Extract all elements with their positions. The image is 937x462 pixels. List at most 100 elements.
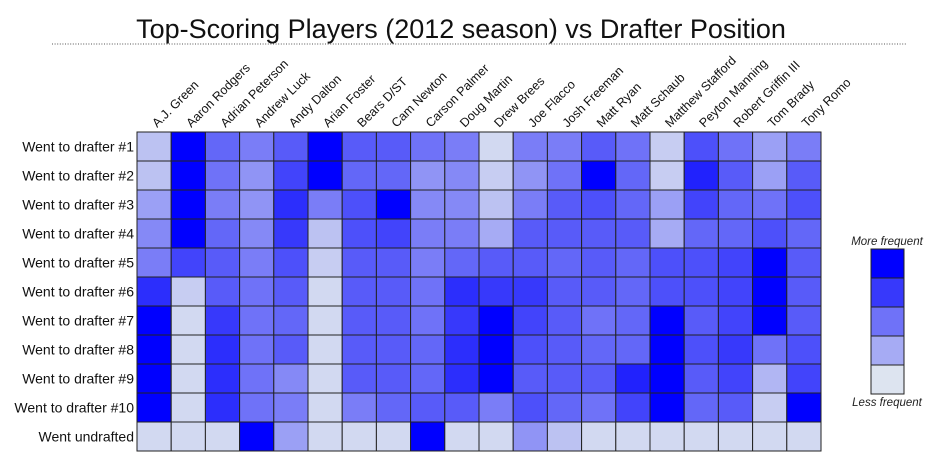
heatmap-cell <box>717 363 754 394</box>
heatmap-cell <box>307 421 343 452</box>
heatmap-cell <box>546 189 583 220</box>
heatmap-cell <box>752 334 788 365</box>
heatmap-cell <box>307 276 343 307</box>
heatmap-cell <box>307 247 343 278</box>
heatmap-cell <box>170 334 206 365</box>
heatmap-cell <box>615 131 651 162</box>
heatmap-cell <box>478 305 514 336</box>
heatmap-cell <box>786 276 822 307</box>
heatmap-cell <box>375 305 412 336</box>
heatmap-cell <box>752 131 788 162</box>
legend-swatch <box>870 335 905 366</box>
heatmap-cell <box>341 276 377 307</box>
heatmap-cell <box>273 363 309 394</box>
heatmap-cell <box>717 421 754 452</box>
heatmap-cell <box>273 247 309 278</box>
row-label: Went to drafter #1 <box>22 139 134 155</box>
heatmap-cell <box>170 305 206 336</box>
heatmap-cell <box>136 160 172 191</box>
heatmap-cell <box>204 131 241 162</box>
heatmap-cell <box>136 189 172 220</box>
heatmap-cell <box>478 392 514 423</box>
heatmap-cell <box>512 363 548 394</box>
heatmap-cell <box>273 189 309 220</box>
heatmap-cell <box>204 305 241 336</box>
heatmap-cell <box>341 363 377 394</box>
legend-top-label: More frequent <box>851 236 923 248</box>
heatmap-cell <box>546 363 583 394</box>
heatmap-cell <box>136 363 172 394</box>
heatmap-cell <box>581 276 617 307</box>
heatmap-cell <box>649 363 685 394</box>
heatmap-cell <box>683 131 719 162</box>
legend: More frequent Less frequent <box>851 236 923 409</box>
legend-swatch <box>870 364 905 395</box>
heatmap-cell <box>273 421 309 452</box>
heatmap-cell <box>786 189 822 220</box>
row-label: Went to drafter #6 <box>22 284 134 300</box>
heatmap-cell <box>341 305 377 336</box>
heatmap-cell <box>341 334 377 365</box>
heatmap-cell <box>649 189 685 220</box>
heatmap-cell <box>204 276 241 307</box>
heatmap-cell <box>136 247 172 278</box>
heatmap-cell <box>615 160 651 191</box>
heatmap-cell <box>136 305 172 336</box>
heatmap-cell <box>786 218 822 249</box>
heatmap-cell <box>683 392 719 423</box>
heatmap-cell <box>444 131 480 162</box>
heatmap-cell <box>786 247 822 278</box>
heatmap-cell <box>170 276 206 307</box>
heatmap-cell <box>444 363 480 394</box>
heatmap-cell <box>752 160 788 191</box>
heatmap-cell <box>239 247 275 278</box>
heatmap-cell <box>375 334 412 365</box>
legend-swatches <box>870 248 905 395</box>
heatmap-cell <box>615 247 651 278</box>
heatmap-cell <box>375 189 412 220</box>
heatmap-cell <box>615 392 651 423</box>
heatmap-cell <box>581 218 617 249</box>
heatmap-cell <box>239 160 275 191</box>
heatmap-cells <box>136 131 822 452</box>
heatmap-cell <box>512 247 548 278</box>
heatmap-cell <box>512 334 548 365</box>
heatmap-cell <box>717 131 754 162</box>
heatmap-cell <box>683 160 719 191</box>
heatmap-cell <box>581 421 617 452</box>
heatmap-cell <box>717 189 754 220</box>
heatmap-cell <box>649 421 685 452</box>
heatmap-cell <box>649 218 685 249</box>
heatmap-cell <box>273 334 309 365</box>
heatmap-cell <box>615 363 651 394</box>
heatmap-cell <box>239 131 275 162</box>
heatmap-cell <box>683 334 719 365</box>
heatmap-cell <box>170 160 206 191</box>
heatmap-cell <box>546 247 583 278</box>
heatmap-cell <box>444 189 480 220</box>
heatmap-cell <box>478 160 514 191</box>
heatmap-cell <box>375 131 412 162</box>
heatmap-cell <box>375 421 412 452</box>
heatmap-cell <box>581 189 617 220</box>
heatmap-cell <box>307 392 343 423</box>
row-label: Went to drafter #3 <box>22 197 134 213</box>
heatmap-cell <box>786 160 822 191</box>
heatmap-cell <box>717 247 754 278</box>
heatmap-cell <box>375 247 412 278</box>
heatmap-cell <box>341 247 377 278</box>
heatmap-cell <box>683 218 719 249</box>
heatmap-cell <box>341 218 377 249</box>
heatmap-cell <box>546 421 583 452</box>
heatmap-cell <box>410 160 446 191</box>
heatmap-cell <box>239 334 275 365</box>
heatmap-cell <box>204 247 241 278</box>
heatmap-cell <box>341 131 377 162</box>
heatmap-cell <box>410 218 446 249</box>
heatmap-cell <box>615 305 651 336</box>
heatmap-cell <box>786 363 822 394</box>
heatmap-cell <box>204 334 241 365</box>
heatmap-cell <box>410 305 446 336</box>
heatmap-cell <box>786 305 822 336</box>
